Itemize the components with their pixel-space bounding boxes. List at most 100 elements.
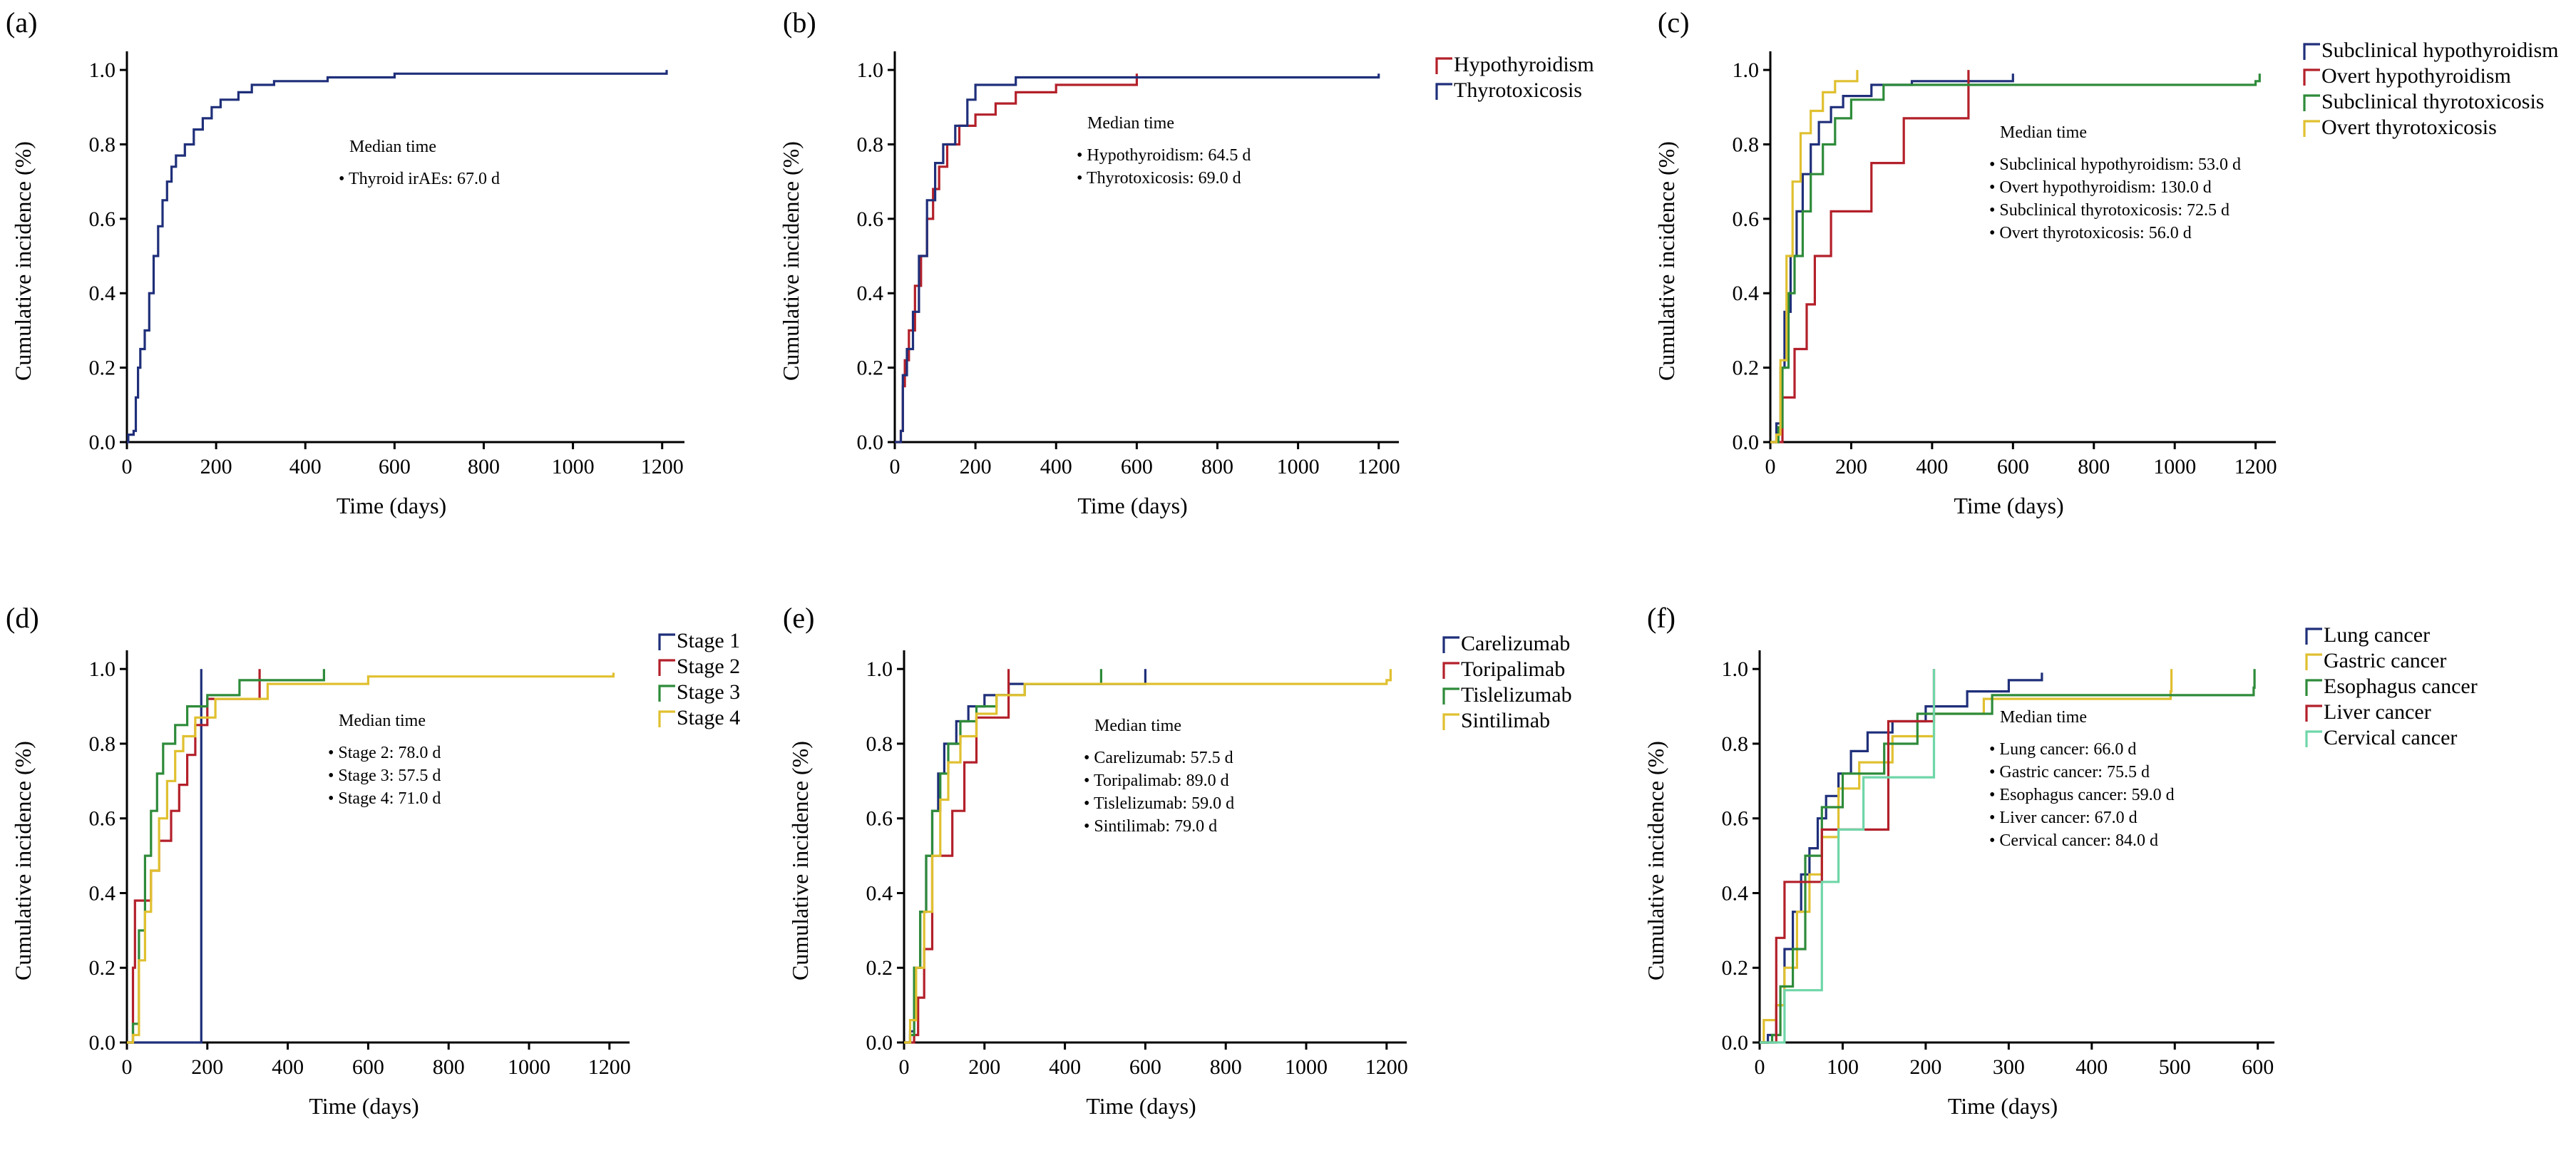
legend-swatch [658,685,675,702]
legend-swatch [2305,627,2322,645]
legend-label: Overt hypothyroidism [2321,64,2511,88]
median-title: Median time [2000,123,2087,142]
legend-swatch [658,659,675,676]
y-tick-label: 0.4 [1722,881,1749,905]
median-item: • Thyroid irAEs: 67.0 d [339,170,500,188]
panel-c: (c) 0 200 400 600 800 1000 1200 0.0 0.2 0.4 0.6 0.8 1… [1653,6,2558,518]
median-title: Median time [2000,708,2087,727]
x-tick-label: 400 [1049,1055,1081,1079]
y-tick-label: 0.0 [857,431,884,454]
median-item: • Subclinical thyrotoxicosis: 72.5 d [1989,201,2229,220]
legend-label: Stage 3 [677,680,740,704]
legend-label: Esophagus cancer [2324,675,2478,698]
panel-d: (d) 0 200 400 600 800 1000 1200 0.0 0.2 0.4 0.6 0.8 1… [6,602,740,1119]
panel-f: (f) 0 100 200 300 400 500 600 0.0 0.2 0.4 0.6 0.8 1.0… [1643,602,2478,1119]
series-line-sintilimab [904,669,1392,1044]
median-item: • Esophagus cancer: 59.0 d [1989,786,2175,804]
x-tick-label: 0 [1755,1055,1765,1079]
median-title: Median time [349,138,436,156]
x-tick-label: 600 [2242,1055,2274,1079]
x-tick-label: 600 [379,455,411,478]
legend-label: Thyrotoxicosis [1454,78,1582,102]
legend-label: Subclinical hypothyroidism [2321,39,2558,62]
legend-label: Stage 4 [677,706,740,729]
panel-label: (e) [783,602,814,634]
x-axis-title: Time (days) [1954,493,2063,518]
x-tick-label: 400 [272,1055,304,1079]
y-tick-label: 0.6 [857,208,884,231]
y-tick-label: 1.0 [1733,58,1760,82]
series-line-thyrotoxicosis [895,73,1380,444]
panel-label: (c) [1658,6,1689,39]
series-line-stage-2 [127,669,261,1044]
legend-swatch [1442,662,1459,679]
panel-a: (a) 0 200 400 600 800 1000 1200 0.0 0.2 0.4 0.6 0.8 1… [6,6,684,518]
legend-swatch [2305,705,2322,722]
legend-label: Toripalimab [1461,657,1565,681]
x-tick-label: 0 [890,455,900,478]
x-tick-label: 300 [1993,1055,2025,1079]
legend-label: Subclinical thyrotoxicosis [2321,90,2544,113]
y-axis-title: Cumulative incidence (%) [787,741,813,980]
median-item: • Thyrotoxicosis: 69.0 d [1077,169,1241,188]
y-tick-label: 0.8 [866,732,893,756]
y-tick-label: 0.6 [1733,208,1760,231]
panel-e: (e) 0 200 400 600 800 1000 1200 0.0 0.2 0.4 0.6 0.8 1… [783,602,1572,1119]
y-tick-label: 0.8 [857,133,884,156]
median-item: • Carelizumab: 57.5 d [1084,749,1233,767]
panel-label: (a) [6,6,37,39]
y-tick-label: 1.0 [866,657,893,681]
median-item: • Tislelizumab: 59.0 d [1084,794,1234,813]
legend-swatch [2303,68,2320,86]
series-line-subclinical-thyrotoxicosis [1770,73,2261,444]
series-line-overt-hypothyroidism [1770,70,1970,444]
x-tick-label: 800 [2078,455,2110,478]
y-tick-label: 0.0 [1733,431,1760,454]
legend-swatch [2305,653,2322,670]
legend-label: Stage 2 [677,655,740,678]
y-tick-label: 1.0 [1722,657,1749,681]
median-title: Median time [339,712,426,730]
y-tick-label: 1.0 [857,58,884,82]
y-tick-label: 0.8 [1733,133,1760,156]
y-tick-label: 0.0 [89,1031,116,1055]
x-tick-label: 600 [352,1055,384,1079]
median-item: • Subclinical hypothyroidism: 53.0 d [1989,155,2241,174]
x-tick-label: 1000 [1277,455,1320,478]
y-axis-title: Cumulative incidence (%) [10,741,36,980]
median-item: • Stage 2: 78.0 d [328,744,441,762]
legend-label: Carelizumab [1461,632,1570,655]
x-tick-label: 800 [468,455,500,478]
median-title: Median time [1094,717,1181,735]
y-tick-label: 0.8 [89,133,116,156]
median-item: • Hypothyroidism: 64.5 d [1077,146,1251,165]
y-tick-label: 0.8 [1722,732,1749,756]
series-line-overt-thyrotoxicosis [1770,70,1859,444]
legend-swatch [1435,57,1452,74]
median-item: • Lung cancer: 66.0 d [1989,740,2136,759]
series-line-esophagus-cancer [1760,669,2256,1044]
legend-swatch [658,633,675,650]
legend-label: Lung cancer [2324,623,2430,647]
legend-label: Hypothyroidism [1454,53,1594,76]
median-item: • Overt thyrotoxicosis: 56.0 d [1989,224,2192,242]
median-item: • Stage 4: 71.0 d [328,789,441,808]
x-tick-label: 0 [122,455,133,478]
x-tick-label: 400 [1040,455,1072,478]
x-axis-title: Time (days) [1948,1093,2058,1119]
x-tick-label: 1000 [552,455,595,478]
legend-swatch [2303,94,2320,111]
legend-swatch [658,710,675,727]
x-tick-label: 600 [1129,1055,1161,1079]
legend-swatch [2305,730,2322,747]
series-line-stage-4 [127,672,615,1044]
x-tick-label: 400 [1916,455,1948,478]
legend: CarelizumabToripalimabTislelizumabSintil… [1442,632,1572,732]
x-tick-label: 600 [1121,455,1153,478]
y-tick-label: 0.6 [89,807,116,831]
panel-label: (f) [1647,602,1676,634]
x-tick-label: 1000 [508,1055,550,1079]
